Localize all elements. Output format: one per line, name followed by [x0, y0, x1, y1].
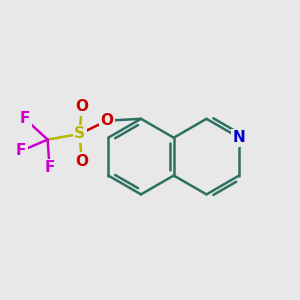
Text: O: O: [100, 113, 113, 128]
Text: F: F: [44, 160, 55, 175]
Text: O: O: [75, 154, 88, 169]
Text: F: F: [16, 143, 26, 158]
Text: O: O: [75, 99, 88, 114]
Text: S: S: [74, 126, 85, 141]
Text: F: F: [20, 111, 30, 126]
Text: N: N: [233, 130, 246, 145]
